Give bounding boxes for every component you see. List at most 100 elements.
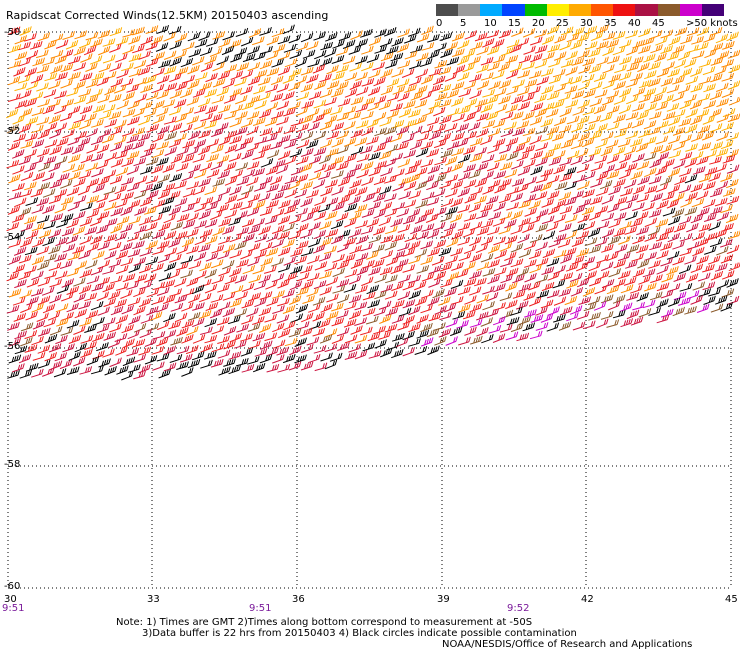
wind-barb bbox=[199, 261, 212, 272]
wind-barb bbox=[104, 85, 117, 96]
wind-barb bbox=[649, 158, 662, 169]
wind-barb bbox=[385, 143, 398, 154]
wind-barb bbox=[158, 222, 171, 232]
wind-barb bbox=[164, 261, 177, 272]
wind-barb bbox=[176, 345, 190, 355]
wind-barb bbox=[590, 178, 603, 188]
wind-barb bbox=[198, 278, 212, 288]
wind-barb bbox=[276, 116, 289, 126]
wind-barb bbox=[331, 156, 344, 165]
wind-barb bbox=[276, 314, 290, 324]
wind-barb bbox=[716, 50, 730, 60]
wind-barb bbox=[523, 291, 536, 301]
lon-label: 33 bbox=[147, 594, 160, 605]
wind-barb bbox=[427, 296, 440, 306]
wind-barb bbox=[344, 334, 358, 344]
wind-barb bbox=[428, 278, 441, 288]
wind-barb bbox=[655, 101, 668, 111]
wind-barb bbox=[581, 154, 595, 165]
wind-barb bbox=[300, 83, 314, 93]
wind-barb bbox=[577, 49, 590, 59]
wind-barb bbox=[661, 226, 675, 236]
wind-barb bbox=[120, 206, 133, 216]
wind-barb bbox=[470, 335, 483, 345]
wind-barb bbox=[234, 274, 248, 284]
wind-barb bbox=[679, 134, 692, 144]
wind-barb bbox=[608, 186, 621, 196]
wind-barb bbox=[168, 25, 182, 35]
wind-barb bbox=[218, 136, 231, 146]
wind-barb bbox=[566, 115, 580, 125]
wind-barb bbox=[506, 69, 519, 80]
wind-barb bbox=[679, 247, 693, 257]
wind-barb bbox=[726, 244, 740, 255]
wind-barb bbox=[397, 28, 410, 38]
wind-barb bbox=[504, 218, 517, 229]
wind-barb bbox=[518, 136, 531, 146]
wind-barb bbox=[36, 82, 49, 92]
wind-barb bbox=[18, 156, 32, 166]
wind-barb bbox=[368, 69, 381, 79]
wind-barb bbox=[601, 228, 615, 239]
wind-barb bbox=[440, 198, 454, 208]
wind-barb bbox=[55, 71, 68, 81]
wind-barb bbox=[109, 175, 123, 185]
wind-barb bbox=[702, 281, 716, 291]
wind-barb bbox=[103, 331, 116, 341]
wind-barb bbox=[164, 146, 177, 156]
wind-barb bbox=[151, 262, 164, 273]
wind-barb bbox=[134, 93, 147, 103]
wind-barb bbox=[72, 210, 86, 221]
wind-barb bbox=[337, 98, 351, 107]
wind-barb bbox=[66, 285, 80, 295]
wind-barb bbox=[128, 263, 141, 273]
wind-barb bbox=[260, 45, 273, 55]
wind-barb bbox=[581, 73, 595, 83]
wind-barb bbox=[108, 193, 122, 203]
wind-barb bbox=[374, 28, 387, 38]
wind-barb bbox=[110, 126, 123, 136]
wind-barb bbox=[116, 365, 129, 375]
wind-barb bbox=[512, 127, 525, 137]
wind-barb bbox=[391, 299, 405, 309]
wind-barb bbox=[547, 271, 560, 281]
wind-barb bbox=[708, 172, 721, 182]
wind-barb bbox=[37, 344, 51, 354]
wind-barb bbox=[14, 197, 27, 208]
wind-barb bbox=[18, 41, 31, 51]
wind-barb bbox=[524, 176, 537, 186]
wind-barb bbox=[289, 280, 303, 291]
wind-barb bbox=[523, 193, 537, 203]
wind-barb bbox=[127, 116, 140, 126]
wind-barb bbox=[432, 288, 445, 299]
wind-barb bbox=[438, 99, 452, 108]
wind-barb bbox=[452, 64, 466, 75]
wind-barb bbox=[438, 66, 452, 76]
wind-barb bbox=[276, 100, 289, 110]
wind-barb bbox=[607, 235, 621, 246]
scale-label: 0 bbox=[436, 18, 443, 29]
wind-barb bbox=[409, 159, 422, 169]
wind-barb bbox=[391, 68, 404, 78]
wind-barb bbox=[318, 319, 331, 329]
wind-barb bbox=[114, 298, 127, 308]
wind-barb bbox=[650, 44, 663, 54]
wind-barb bbox=[553, 233, 567, 242]
wind-barb bbox=[332, 267, 345, 278]
wind-barb bbox=[348, 228, 362, 238]
wind-barb bbox=[97, 276, 110, 286]
wind-barb bbox=[671, 208, 685, 218]
lat-label: -56 bbox=[4, 341, 21, 352]
wind-barb bbox=[504, 235, 518, 245]
wind-barb bbox=[505, 54, 519, 64]
wind-barb bbox=[379, 150, 392, 160]
wind-barb bbox=[145, 175, 159, 184]
wind-barb bbox=[426, 229, 440, 239]
wind-barb bbox=[362, 307, 376, 317]
wind-barb bbox=[163, 294, 176, 305]
wind-barb bbox=[350, 325, 363, 335]
wind-barb bbox=[68, 121, 82, 131]
wind-barb bbox=[554, 116, 567, 127]
wind-barb bbox=[332, 71, 345, 81]
wind-barb bbox=[73, 114, 87, 124]
